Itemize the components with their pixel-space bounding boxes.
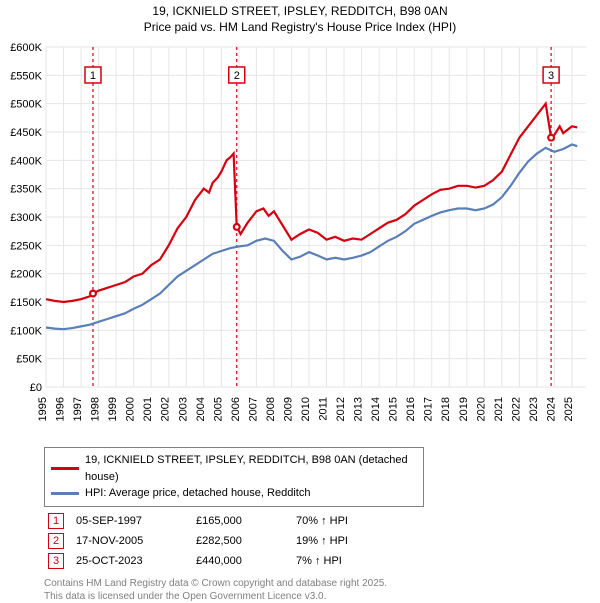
svg-text:1998: 1998 bbox=[90, 397, 102, 421]
svg-text:2008: 2008 bbox=[265, 397, 277, 421]
sale-price: £440,000 bbox=[192, 551, 292, 571]
svg-text:£200K: £200K bbox=[10, 269, 42, 281]
svg-text:£0: £0 bbox=[30, 382, 42, 394]
svg-text:2003: 2003 bbox=[177, 397, 189, 421]
svg-text:2019: 2019 bbox=[458, 397, 470, 421]
sale-delta: 70% ↑ HPI bbox=[292, 511, 356, 531]
sale-date: 17-NOV-2005 bbox=[72, 531, 192, 551]
chart-title: 19, ICKNIELD STREET, IPSLEY, REDDITCH, B… bbox=[4, 4, 596, 35]
legend-label: HPI: Average price, detached house, Redd… bbox=[85, 485, 310, 502]
sale-price: £282,500 bbox=[192, 531, 292, 551]
sale-num-box: 1 bbox=[48, 513, 64, 529]
legend-row: 19, ICKNIELD STREET, IPSLEY, REDDITCH, B… bbox=[51, 452, 417, 485]
sale-num-box: 2 bbox=[48, 533, 64, 549]
svg-text:2007: 2007 bbox=[247, 397, 259, 421]
svg-text:£100K: £100K bbox=[10, 326, 42, 338]
title-line-2: Price paid vs. HM Land Registry's House … bbox=[4, 20, 596, 36]
svg-text:3: 3 bbox=[548, 70, 554, 82]
svg-text:2023: 2023 bbox=[528, 397, 540, 421]
sale-delta: 19% ↑ HPI bbox=[292, 531, 356, 551]
legend: 19, ICKNIELD STREET, IPSLEY, REDDITCH, B… bbox=[44, 447, 424, 507]
series-price_paid bbox=[46, 104, 577, 302]
series-hpi bbox=[46, 145, 577, 330]
svg-text:£400K: £400K bbox=[10, 156, 42, 168]
svg-text:2017: 2017 bbox=[423, 397, 435, 421]
chart-area: £0 £50K £100K £150K £200K £250K £300K £350K £400… bbox=[4, 39, 594, 441]
svg-text:2000: 2000 bbox=[125, 397, 137, 421]
sale-delta: 7% ↑ HPI bbox=[292, 551, 356, 571]
title-line-1: 19, ICKNIELD STREET, IPSLEY, REDDITCH, B… bbox=[4, 4, 596, 20]
svg-text:2025: 2025 bbox=[563, 397, 575, 421]
svg-text:£500K: £500K bbox=[10, 99, 42, 111]
sale-price: £165,000 bbox=[192, 511, 292, 531]
svg-text:2011: 2011 bbox=[318, 397, 330, 421]
sales-table: 1 05-SEP-1997£165,00070% ↑ HPI 2 17-NOV-200… bbox=[44, 511, 356, 571]
legend-swatch bbox=[51, 467, 79, 470]
legend-label: 19, ICKNIELD STREET, IPSLEY, REDDITCH, B… bbox=[85, 452, 417, 485]
svg-text:£50K: £50K bbox=[16, 354, 42, 366]
svg-text:1: 1 bbox=[90, 70, 96, 82]
svg-text:£300K: £300K bbox=[10, 212, 42, 224]
svg-text:£150K: £150K bbox=[10, 297, 42, 309]
svg-text:2013: 2013 bbox=[353, 397, 365, 421]
svg-text:2021: 2021 bbox=[493, 397, 505, 421]
svg-text:1996: 1996 bbox=[55, 397, 67, 421]
svg-text:2010: 2010 bbox=[300, 397, 312, 421]
svg-text:2004: 2004 bbox=[195, 397, 207, 421]
svg-text:2015: 2015 bbox=[388, 397, 400, 421]
table-row: 3 25-OCT-2023£440,0007% ↑ HPI bbox=[44, 551, 356, 571]
table-row: 1 05-SEP-1997£165,00070% ↑ HPI bbox=[44, 511, 356, 531]
svg-text:2: 2 bbox=[234, 70, 240, 82]
svg-text:1995: 1995 bbox=[37, 397, 49, 421]
svg-text:£550K: £550K bbox=[10, 71, 42, 83]
svg-text:2016: 2016 bbox=[405, 397, 417, 421]
svg-text:1997: 1997 bbox=[72, 397, 84, 421]
legend-swatch bbox=[51, 492, 79, 495]
legend-row: HPI: Average price, detached house, Redd… bbox=[51, 485, 417, 502]
svg-text:2002: 2002 bbox=[160, 397, 172, 421]
sale-date: 05-SEP-1997 bbox=[72, 511, 192, 531]
sale-date: 25-OCT-2023 bbox=[72, 551, 192, 571]
footer-line-2: This data is licensed under the Open Gov… bbox=[44, 590, 596, 603]
svg-text:2006: 2006 bbox=[230, 397, 242, 421]
svg-text:£250K: £250K bbox=[10, 241, 42, 253]
table-row: 2 17-NOV-2005£282,50019% ↑ HPI bbox=[44, 531, 356, 551]
svg-text:2014: 2014 bbox=[370, 397, 382, 421]
svg-text:£350K: £350K bbox=[10, 184, 42, 196]
svg-text:£450K: £450K bbox=[10, 127, 42, 139]
svg-text:2001: 2001 bbox=[142, 397, 154, 421]
footer-line-1: Contains HM Land Registry data © Crown c… bbox=[44, 577, 596, 590]
svg-text:2022: 2022 bbox=[510, 397, 522, 421]
svg-text:2005: 2005 bbox=[212, 397, 224, 421]
svg-text:2018: 2018 bbox=[440, 397, 452, 421]
chart-svg: £0 £50K £100K £150K £200K £250K £300K £350K £400… bbox=[4, 39, 594, 441]
svg-text:1999: 1999 bbox=[107, 397, 119, 421]
svg-text:2012: 2012 bbox=[335, 397, 347, 421]
sale-num-box: 3 bbox=[48, 553, 64, 569]
svg-text:2020: 2020 bbox=[475, 397, 487, 421]
svg-text:2024: 2024 bbox=[545, 397, 557, 421]
svg-text:2009: 2009 bbox=[282, 397, 294, 421]
svg-text:£600K: £600K bbox=[10, 42, 42, 54]
